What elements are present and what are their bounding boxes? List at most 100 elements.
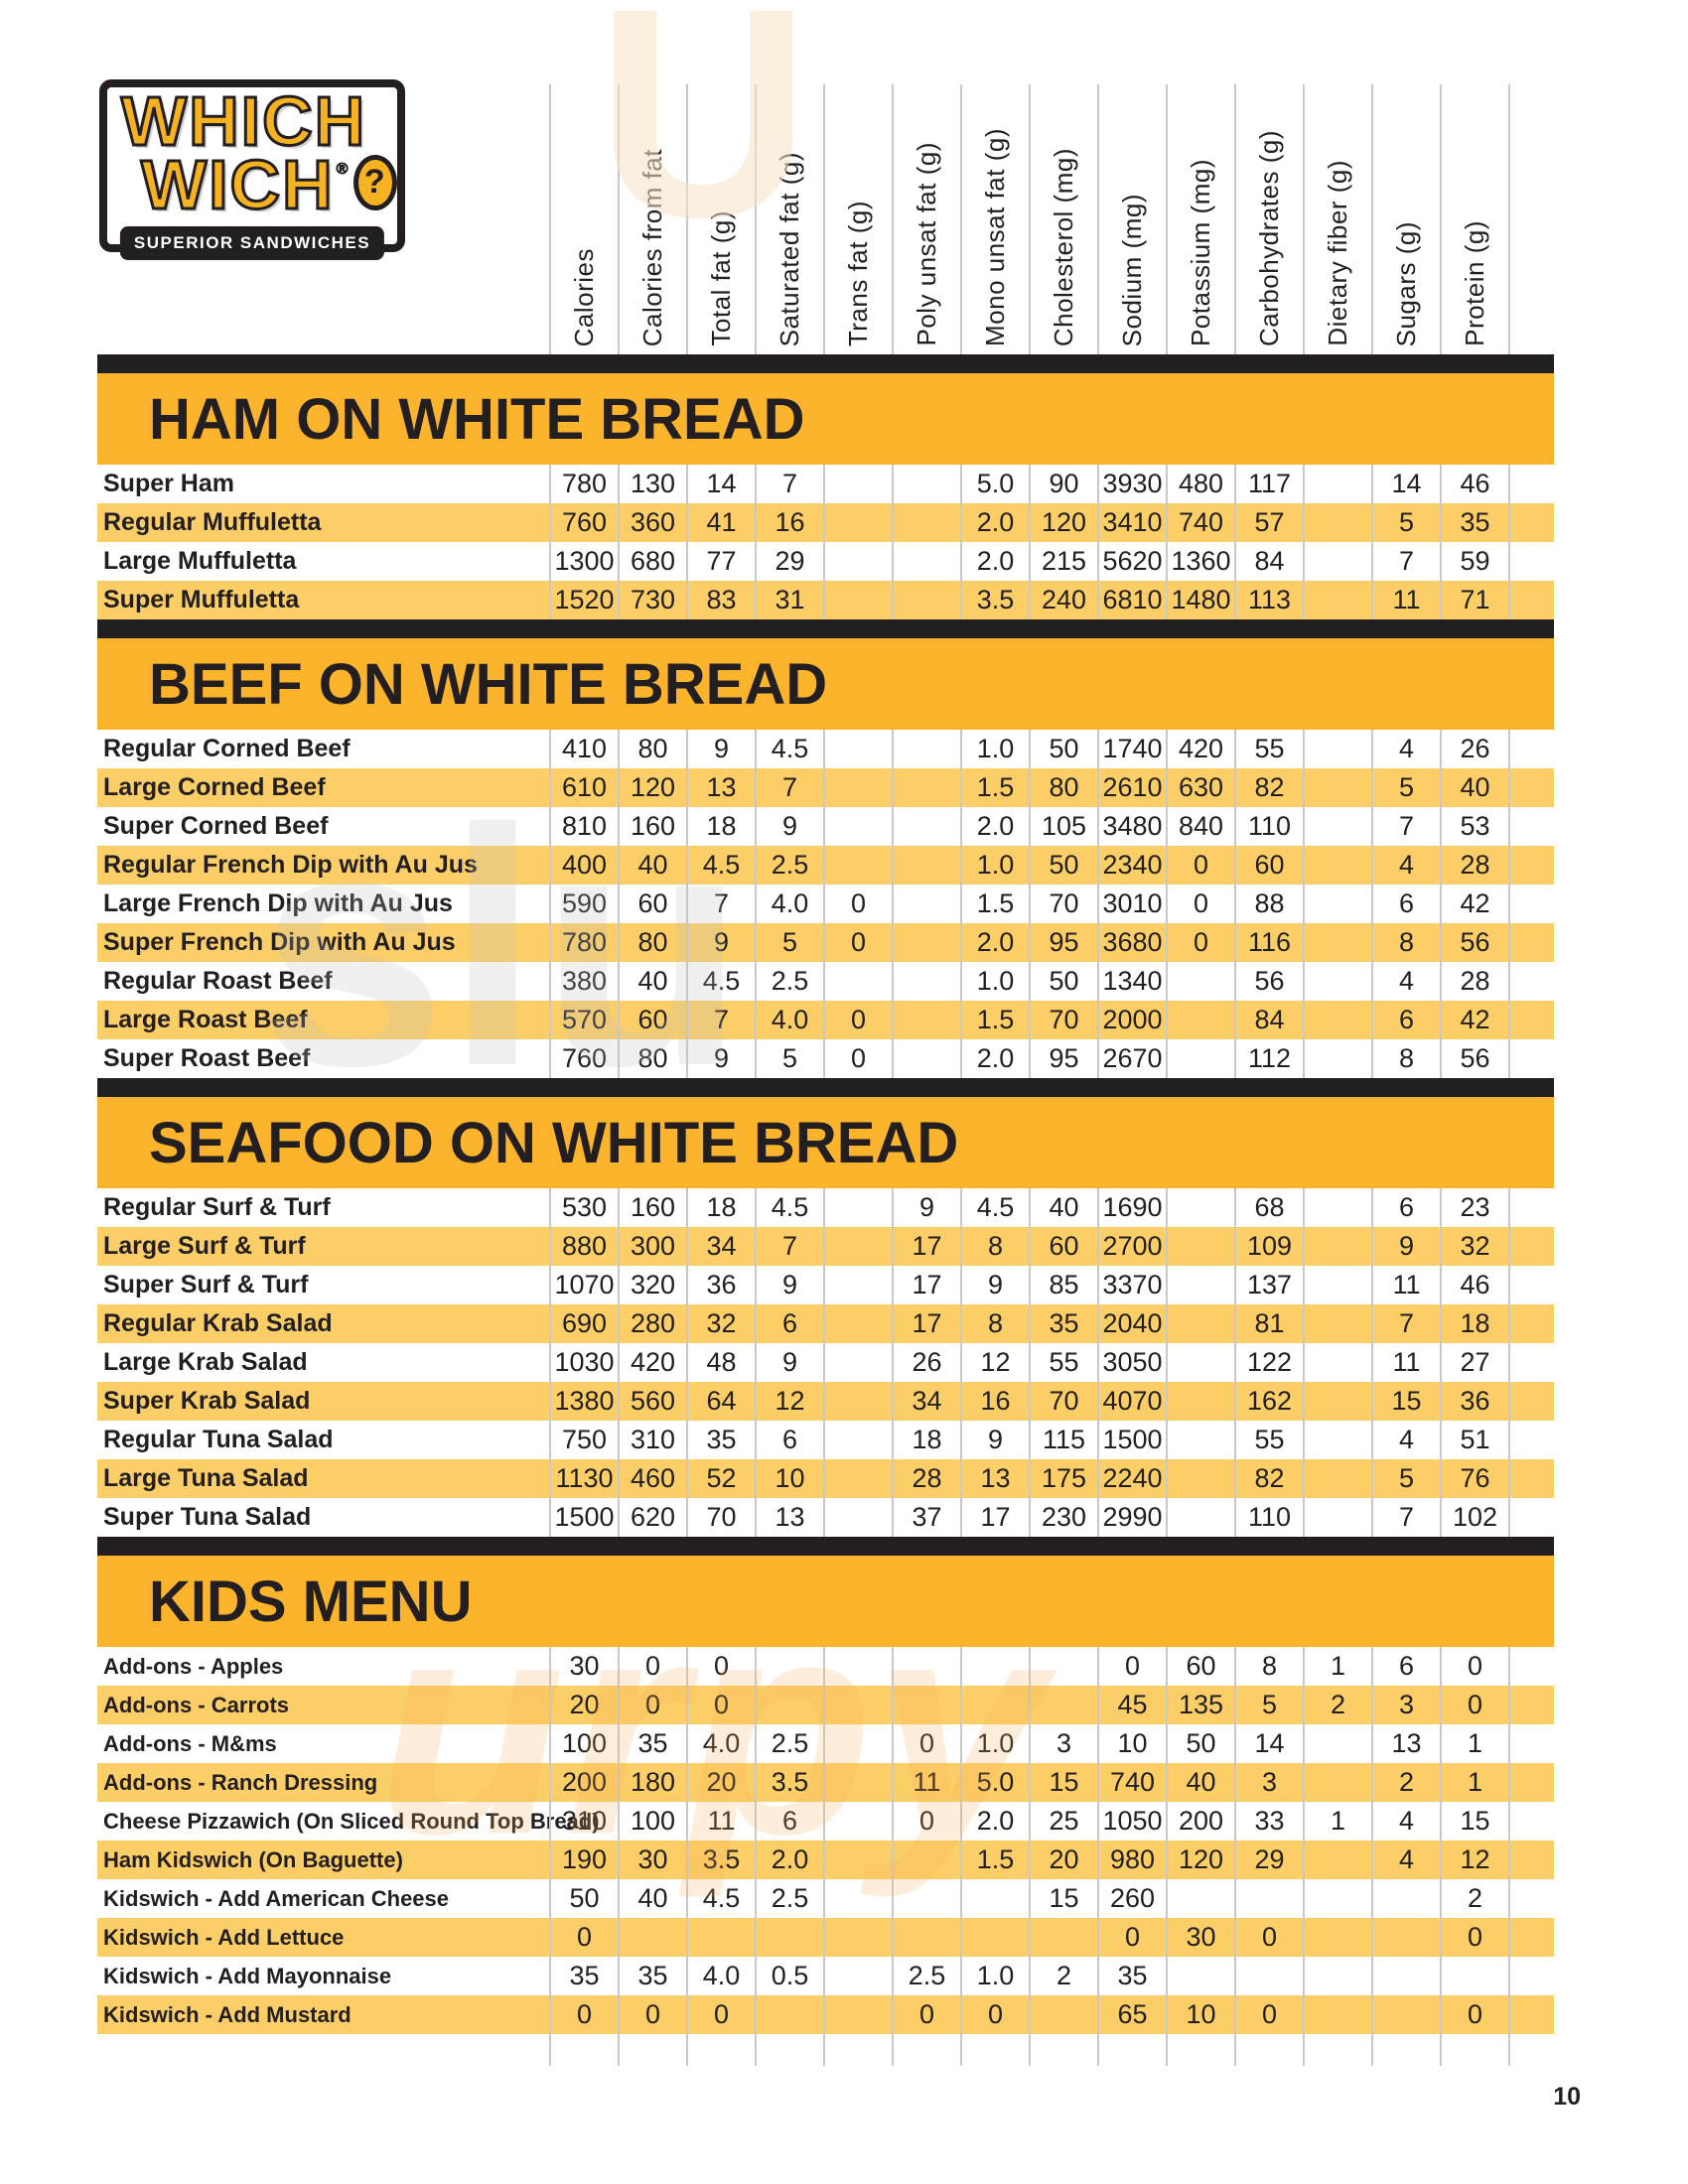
row-value bbox=[1303, 1188, 1371, 1227]
row-value: 1520 bbox=[549, 581, 618, 619]
row-value: 0 bbox=[823, 885, 892, 923]
row-value: 48 bbox=[686, 1343, 755, 1382]
row-value bbox=[892, 962, 960, 1001]
row-value: 80 bbox=[1029, 768, 1097, 807]
row-value: 4 bbox=[1371, 962, 1440, 1001]
row-value: 5.0 bbox=[960, 465, 1029, 503]
table-row: Large Surf & Turf 880 300 34 7 17 8 60 2700 109 9 3… bbox=[97, 1227, 1554, 1266]
row-value: 0 bbox=[892, 1724, 960, 1763]
row-value: 2.5 bbox=[755, 1879, 823, 1918]
row-value: 190 bbox=[549, 1841, 618, 1879]
row-value bbox=[960, 1647, 1029, 1686]
row-value: 81 bbox=[1234, 1304, 1303, 1343]
column-header-label: Carbohydrates (g) bbox=[1254, 129, 1284, 346]
row-value bbox=[1303, 503, 1371, 542]
column-header-label: Calories bbox=[569, 247, 599, 346]
table-row: Kidswich - Add Mayonnaise 35 35 4.0 0.5 2.5 1.… bbox=[97, 1957, 1554, 1995]
row-value: 70 bbox=[1029, 885, 1097, 923]
table-row: Large Corned Beef 610 120 13 7 1.5 80 2610 630 82… bbox=[97, 768, 1554, 807]
table-row: Large Muffuletta 1300 680 77 29 2.0 215 5620 136… bbox=[97, 542, 1554, 581]
row-value: 71 bbox=[1440, 581, 1508, 619]
row-value: 0 bbox=[618, 1686, 686, 1724]
row-value: 4.0 bbox=[755, 885, 823, 923]
table-row: Super Krab Salad 1380 560 64 12 34 16 70 4070 162… bbox=[97, 1382, 1554, 1421]
row-value: 9 bbox=[960, 1266, 1029, 1304]
row-value: 12 bbox=[1440, 1841, 1508, 1879]
row-value: 56 bbox=[1440, 923, 1508, 962]
row-value: 130 bbox=[618, 465, 686, 503]
row-value bbox=[1303, 1763, 1371, 1802]
row-tail bbox=[1508, 885, 1554, 923]
column-header-4: Saturated fat (g) bbox=[755, 84, 823, 354]
row-tail bbox=[1508, 1304, 1554, 1343]
row-value bbox=[755, 1686, 823, 1724]
row-value: 1 bbox=[1440, 1724, 1508, 1763]
row-value: 730 bbox=[618, 581, 686, 619]
row-value: 4.5 bbox=[686, 962, 755, 1001]
row-value: 420 bbox=[1166, 730, 1234, 768]
row-value: 40 bbox=[618, 962, 686, 1001]
row-value bbox=[1303, 1266, 1371, 1304]
row-value: 570 bbox=[549, 1001, 618, 1039]
row-tail bbox=[1508, 962, 1554, 1001]
row-value: 0 bbox=[823, 1001, 892, 1039]
row-value: 0 bbox=[892, 1802, 960, 1841]
column-header-label: Saturated fat (g) bbox=[774, 151, 804, 346]
row-value: 88 bbox=[1234, 885, 1303, 923]
row-value: 160 bbox=[618, 1188, 686, 1227]
row-value: 36 bbox=[1440, 1382, 1508, 1421]
row-value: 20 bbox=[686, 1763, 755, 1802]
row-value: 7 bbox=[755, 465, 823, 503]
row-tail bbox=[1508, 542, 1554, 581]
row-label: Add-ons - Carrots bbox=[103, 1692, 289, 1717]
row-value: 9 bbox=[755, 1343, 823, 1382]
section-header-band: HAM ON WHITE BREAD bbox=[97, 373, 1554, 465]
table-row: Regular French Dip with Au Jus 400 40 4.5 2.… bbox=[97, 846, 1554, 885]
row-value: 2.5 bbox=[755, 1724, 823, 1763]
header-tail bbox=[1508, 84, 1554, 354]
row-value: 50 bbox=[1029, 962, 1097, 1001]
column-header-12: Dietary fiber (g) bbox=[1303, 84, 1371, 354]
row-value bbox=[892, 807, 960, 846]
column-header-label: Calories from fat bbox=[637, 148, 667, 346]
row-value bbox=[823, 962, 892, 1001]
row-value: 10 bbox=[755, 1459, 823, 1498]
row-value: 27 bbox=[1440, 1343, 1508, 1382]
row-value: 1740 bbox=[1097, 730, 1166, 768]
row-value: 1500 bbox=[1097, 1421, 1166, 1459]
row-value: 3050 bbox=[1097, 1343, 1166, 1382]
section-title: KIDS MENU bbox=[149, 1569, 473, 1634]
row-value: 1.0 bbox=[960, 1957, 1029, 1995]
row-value: 230 bbox=[1029, 1498, 1097, 1537]
row-value bbox=[755, 1647, 823, 1686]
row-value: 3480 bbox=[1097, 807, 1166, 846]
row-value: 1380 bbox=[549, 1382, 618, 1421]
row-value bbox=[1303, 581, 1371, 619]
column-header-label: Sugars (g) bbox=[1391, 220, 1421, 346]
row-value: 84 bbox=[1234, 542, 1303, 581]
row-label: Super Muffuletta bbox=[103, 586, 300, 614]
row-value: 1.0 bbox=[960, 1724, 1029, 1763]
row-value: 6 bbox=[755, 1421, 823, 1459]
stub-line bbox=[1303, 2034, 1371, 2066]
row-value bbox=[1166, 1304, 1234, 1343]
row-value: 25 bbox=[1029, 1802, 1097, 1841]
row-value: 5 bbox=[1371, 503, 1440, 542]
row-tail bbox=[1508, 1188, 1554, 1227]
row-label: Super Tuna Salad bbox=[103, 1503, 312, 1531]
row-value bbox=[1166, 1498, 1234, 1537]
row-value: 40 bbox=[1166, 1763, 1234, 1802]
row-value: 26 bbox=[892, 1343, 960, 1382]
row-value: 480 bbox=[1166, 465, 1234, 503]
row-value: 109 bbox=[1234, 1227, 1303, 1266]
row-label: Super Krab Salad bbox=[103, 1387, 311, 1415]
row-value: 6810 bbox=[1097, 581, 1166, 619]
row-value: 1.0 bbox=[960, 962, 1029, 1001]
row-value: 0 bbox=[823, 923, 892, 962]
row-value: 110 bbox=[1234, 807, 1303, 846]
row-value bbox=[823, 503, 892, 542]
table-row: Kidswich - Add American Cheese 50 40 4.5 2.5… bbox=[97, 1879, 1554, 1918]
row-value: 0 bbox=[686, 1995, 755, 2034]
row-value: 120 bbox=[1166, 1841, 1234, 1879]
